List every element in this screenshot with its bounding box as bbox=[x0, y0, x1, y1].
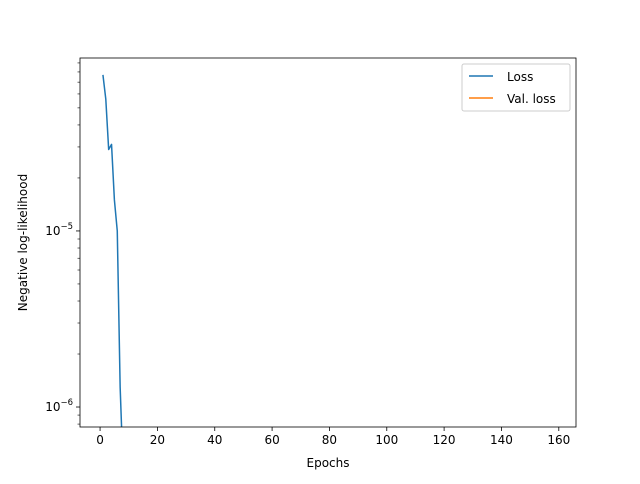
x-tick-label: 120 bbox=[433, 433, 456, 447]
x-tick-label: 100 bbox=[375, 433, 398, 447]
y-tick-label: 10−5 bbox=[45, 222, 73, 238]
x-tick-label: 20 bbox=[150, 433, 165, 447]
x-tick-label: 60 bbox=[264, 433, 279, 447]
x-tick-label: 80 bbox=[322, 433, 337, 447]
x-tick-label: 40 bbox=[207, 433, 222, 447]
legend-label-loss: Loss bbox=[507, 70, 533, 84]
legend-label-val-loss: Val. loss bbox=[507, 92, 556, 106]
series-layer bbox=[102, 74, 123, 427]
series-line-loss bbox=[102, 74, 123, 427]
y-axis-label: Negative log-likelihood bbox=[16, 174, 30, 311]
plot-frame bbox=[79, 57, 577, 428]
x-tick-label: 160 bbox=[547, 433, 570, 447]
x-axis-label: Epochs bbox=[307, 456, 350, 470]
legend: Loss Val. loss bbox=[461, 63, 571, 112]
x-tick-label: 0 bbox=[96, 433, 104, 447]
axes-layer: 0 20 40 60 80 100 120 140 160 10−6 10−5 bbox=[45, 57, 577, 447]
x-tick-label: 140 bbox=[490, 433, 513, 447]
y-tick-label: 10−6 bbox=[45, 398, 73, 414]
